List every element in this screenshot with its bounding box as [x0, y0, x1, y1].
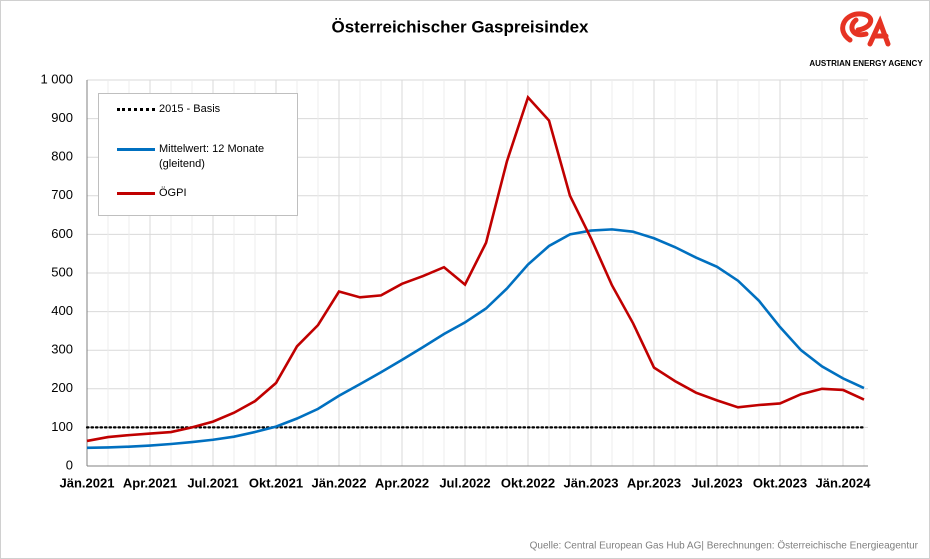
x-tick-label: Okt.2022: [501, 475, 555, 490]
x-tick-label: Okt.2023: [753, 475, 807, 490]
x-tick-label: Apr.2022: [375, 475, 429, 490]
series-line: [86, 94, 865, 443]
y-tick-label: 800: [51, 149, 73, 164]
x-tick-label: Okt.2021: [249, 475, 303, 490]
logo: [840, 11, 891, 47]
chart-title: Österreichischer Gaspreisindex: [331, 17, 589, 36]
x-tick-label: Jän.2023: [564, 475, 619, 490]
y-tick-label: 700: [51, 187, 73, 202]
legend-swatch: [117, 108, 155, 111]
x-tick-label: Jul.2022: [439, 475, 490, 490]
legend-item: Mittelwert: 12 Monate (gleitend): [117, 142, 277, 172]
x-tick-label: Apr.2021: [123, 475, 177, 490]
y-tick-label: 100: [51, 419, 73, 434]
y-tick-label: 200: [51, 380, 73, 395]
x-tick-label: Jul.2023: [691, 475, 742, 490]
legend-label: Mittelwert: 12 Monate (gleitend): [159, 143, 265, 170]
y-tick-label: 400: [51, 303, 73, 318]
legend: 2015 - Basis Mittelwert: 12 Monate (gleit…: [98, 93, 298, 216]
x-tick-label: Jul.2021: [187, 475, 238, 490]
y-tick-label: 1 000: [40, 71, 73, 86]
legend-item: ÖGPI: [117, 186, 277, 201]
y-tick-label: 500: [51, 264, 73, 279]
logo-text: AUSTRIAN ENERGY AGENCY: [809, 59, 923, 68]
source-note: Quelle: Central European Gas Hub AG| Ber…: [530, 540, 919, 552]
x-tick-label: Jän.2021: [60, 475, 115, 490]
legend-label: 2015 - Basis: [159, 103, 221, 115]
x-tick-label: Jän.2022: [312, 475, 367, 490]
legend-swatch: [117, 148, 155, 151]
series-line: [86, 228, 865, 450]
y-tick-label: 300: [51, 342, 73, 357]
y-tick-label: 600: [51, 226, 73, 241]
legend-item: 2015 - Basis: [117, 102, 277, 117]
x-tick-label: Apr.2023: [627, 475, 681, 490]
legend-label: ÖGPI: [159, 187, 187, 199]
legend-swatch: [117, 192, 155, 195]
x-tick-label: Jän.2024: [816, 475, 872, 490]
y-tick-label: 0: [66, 457, 73, 472]
y-tick-label: 900: [51, 110, 73, 125]
